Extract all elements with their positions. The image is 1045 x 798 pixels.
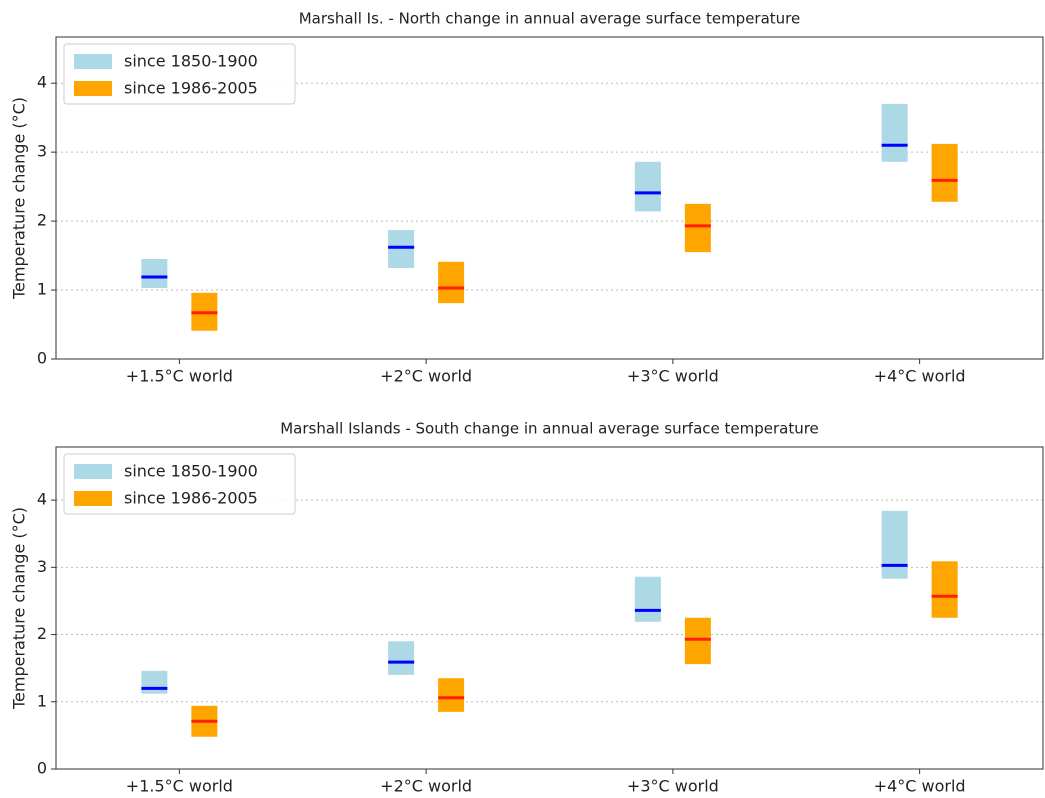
range-box <box>684 203 711 253</box>
axes-frame <box>55 36 1044 360</box>
range-box <box>141 670 168 694</box>
panel: Marshall Is. - North change in annual av… <box>10 10 1044 386</box>
x-tick-label: +4°C world <box>874 777 966 796</box>
legend-label: since 1986-2005 <box>124 489 258 508</box>
y-tick-label: 2 <box>37 624 47 643</box>
legend-swatch <box>74 491 112 506</box>
y-tick-label: 4 <box>37 73 47 92</box>
legend-swatch <box>74 81 112 96</box>
range-box <box>438 261 465 304</box>
legend-label: since 1850-1900 <box>124 52 258 71</box>
y-tick-label: 3 <box>37 142 47 161</box>
y-tick-label: 0 <box>37 349 47 368</box>
x-tick-label: +4°C world <box>874 367 966 386</box>
x-tick-label: +1.5°C world <box>126 367 233 386</box>
range-box <box>388 641 415 675</box>
y-tick-label: 4 <box>37 490 47 509</box>
chart-title: Marshall Is. - North change in annual av… <box>299 10 801 28</box>
panel: Marshall Islands - South change in annua… <box>10 420 1044 796</box>
y-axis-label: Temperature change (°C) <box>10 507 29 710</box>
y-tick-label: 3 <box>37 557 47 576</box>
legend-swatch <box>74 54 112 69</box>
x-tick-label: +2°C world <box>380 777 472 796</box>
legend-box <box>63 43 296 105</box>
legend-label: since 1986-2005 <box>124 79 258 98</box>
range-box <box>141 259 168 288</box>
range-box <box>634 576 661 622</box>
axes-frame <box>55 446 1044 770</box>
legend-swatch <box>74 464 112 479</box>
range-box <box>634 161 661 212</box>
range-box <box>388 230 415 268</box>
y-tick-label: 0 <box>37 759 47 778</box>
range-box <box>931 143 958 202</box>
x-tick-label: +3°C world <box>627 367 719 386</box>
range-box <box>881 510 908 579</box>
chart-title: Marshall Islands - South change in annua… <box>280 420 819 438</box>
x-tick-label: +2°C world <box>380 367 472 386</box>
legend-box <box>63 453 296 515</box>
y-axis-label: Temperature change (°C) <box>10 97 29 300</box>
legend-label: since 1850-1900 <box>124 462 258 481</box>
range-box <box>684 617 711 665</box>
y-tick-label: 1 <box>37 691 47 710</box>
y-tick-label: 2 <box>37 211 47 230</box>
range-box <box>438 678 465 712</box>
x-tick-label: +1.5°C world <box>126 777 233 796</box>
y-tick-label: 1 <box>37 280 47 299</box>
range-box <box>931 561 958 618</box>
range-box <box>881 103 908 162</box>
x-tick-label: +3°C world <box>627 777 719 796</box>
